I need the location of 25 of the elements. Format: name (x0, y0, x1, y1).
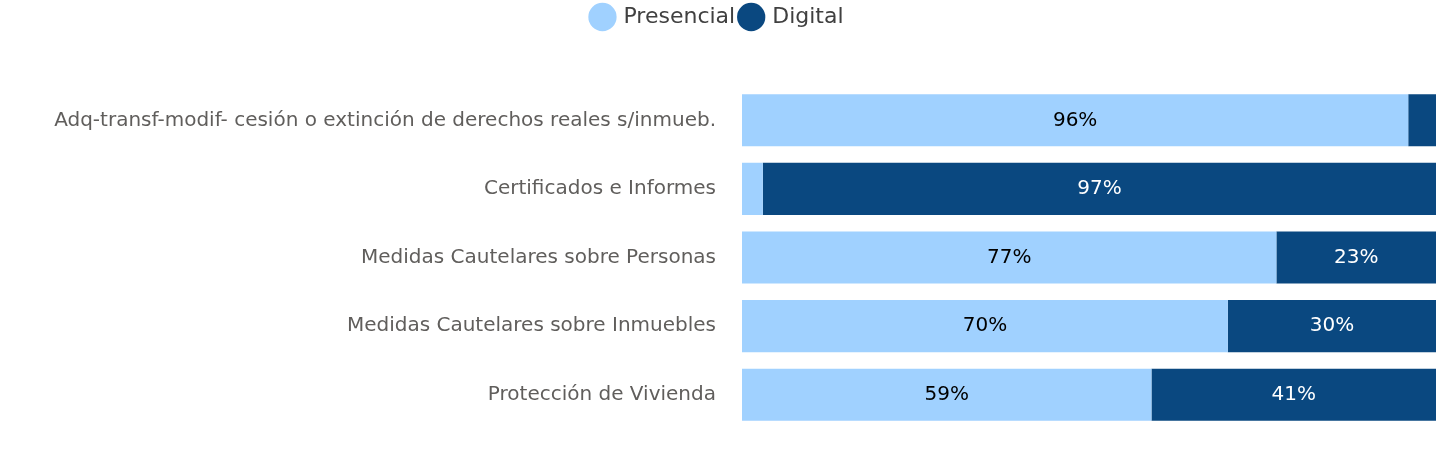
bar (1227, 300, 1436, 353)
y-tick-label: Protección de Vivienda (487, 380, 716, 405)
bar (762, 162, 1436, 215)
bar (1151, 368, 1436, 421)
data-label: 96% (1052, 106, 1098, 131)
y-tick-label: Medidas Cautelares sobre Personas (361, 243, 716, 268)
bar (1408, 94, 1436, 147)
data-label: 77% (986, 243, 1032, 268)
data-label: 70% (962, 312, 1008, 337)
legend-label: Digital (772, 2, 844, 28)
y-tick-label: Medidas Cautelares sobre Inmuebles (346, 312, 716, 337)
bar (742, 300, 1228, 353)
legend-label: Presencial (623, 2, 736, 28)
bar (742, 368, 1152, 421)
y-tick-label: Certificados e Informes (483, 175, 716, 200)
y-tick-label: Adq-transf-modif- cesión o extinción de derechos reales s/inmueb. (54, 106, 716, 131)
bar (742, 231, 1277, 284)
data-label: 23% (1333, 243, 1379, 268)
data-label: 59% (924, 380, 969, 405)
bar (742, 162, 763, 215)
data-label: 97% (1077, 175, 1122, 200)
data-label: 30% (1309, 312, 1355, 337)
data-label: 41% (1271, 380, 1316, 405)
bar (1276, 231, 1436, 284)
bar (742, 94, 1409, 147)
